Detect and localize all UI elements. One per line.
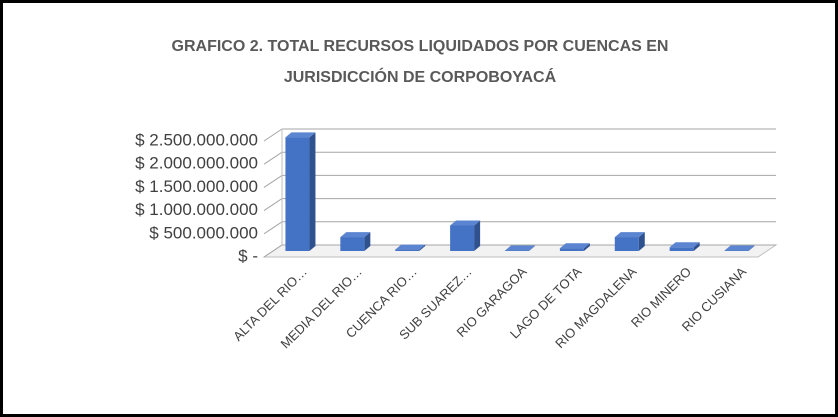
bar-front: [395, 249, 420, 251]
bar: [669, 242, 700, 251]
bar-top: [395, 244, 426, 250]
grid-diagonal: [263, 221, 283, 235]
bar-top: [614, 232, 645, 238]
y-tick-label: $ -: [238, 246, 258, 265]
grid-diagonal: [263, 198, 283, 212]
bar-top: [669, 242, 700, 248]
grid-diagonal: [263, 128, 283, 142]
bar: [340, 232, 371, 251]
bar: [724, 245, 755, 251]
bar-top: [340, 232, 371, 238]
bar-side: [364, 232, 371, 251]
bar-top: [724, 245, 755, 251]
y-tick-label: $ 2.500.000.000: [135, 130, 258, 149]
bar-side: [309, 132, 316, 251]
bar-top: [559, 243, 590, 249]
bar-front: [614, 237, 639, 251]
y-tick-label: $ 1.500.000.000: [135, 177, 258, 196]
bar: [395, 244, 426, 251]
bar-front: [285, 137, 310, 251]
bar-top: [285, 132, 316, 138]
bar-side: [583, 243, 590, 251]
chart-subtitle: JURISDICCIÓN DE CORPOBOYACÁ: [284, 67, 557, 86]
bar: [450, 220, 481, 251]
bar-side: [748, 245, 755, 251]
bar-top: [450, 220, 481, 226]
grid-diagonal: [263, 151, 283, 165]
bar: [614, 232, 645, 251]
bar: [505, 245, 535, 251]
bar-side: [693, 242, 700, 251]
bar-side: [529, 245, 535, 251]
bar-front: [669, 247, 694, 251]
bar-side: [474, 220, 481, 251]
bar-front: [559, 248, 584, 251]
y-tick-label: $ 1.000.000.000: [135, 200, 258, 219]
bar-top: [505, 245, 535, 251]
bar-side: [638, 232, 645, 251]
bar-front: [340, 237, 365, 251]
bar-front: [450, 225, 475, 251]
bar-side: [419, 244, 426, 251]
chart-title: GRAFICO 2. TOTAL RECURSOS LIQUIDADOS POR…: [172, 38, 669, 55]
bar: [559, 243, 590, 251]
y-tick-label: $ 2.000.000.000: [135, 154, 258, 173]
y-tick-label: $ 500.000.000: [149, 223, 258, 242]
bar: [285, 132, 316, 251]
grid-diagonal: [263, 244, 283, 258]
grid-diagonal: [263, 174, 283, 188]
